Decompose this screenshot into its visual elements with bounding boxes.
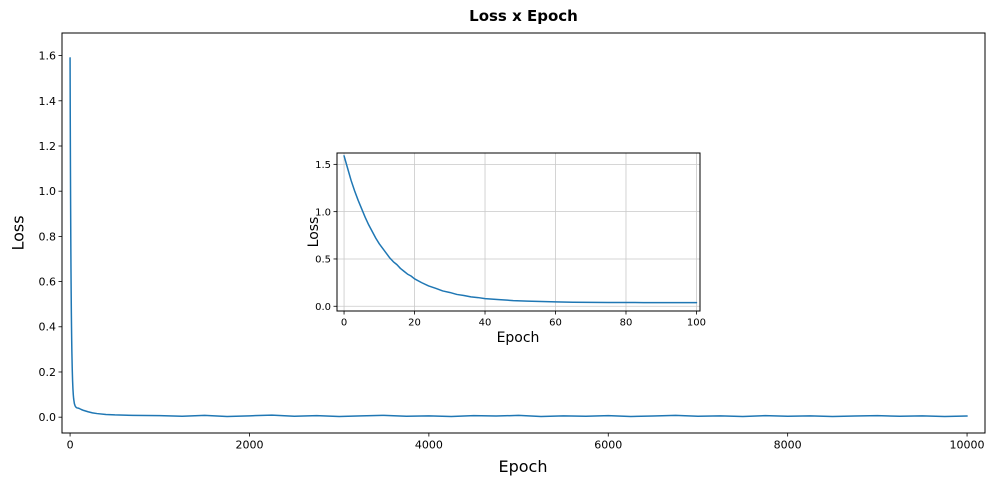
- inset-plot-x-tick-label: 20: [408, 318, 421, 329]
- main-plot-training-loss-line: [69, 57, 968, 418]
- main-plot-x-tick-label: 10000: [950, 439, 985, 452]
- main-plot-x-tick-label: 6000: [594, 439, 622, 452]
- inset-plot-x-tick-label: 100: [687, 318, 706, 329]
- main-plot-x-tick-label: 0: [67, 439, 74, 452]
- main-plot-x-tick-label: 2000: [235, 439, 263, 452]
- inset-plot-y-tick-label: 0.5: [315, 255, 331, 266]
- inset-plot-x-tick-label: 40: [479, 318, 492, 329]
- main-plot-y-tick-label: 0.6: [39, 276, 57, 289]
- main-plot-x-tick-label: 4000: [415, 439, 443, 452]
- inset-y-axis-label: Loss: [306, 216, 322, 248]
- inset-plot-training-loss-first-100-epochs-line: [343, 155, 698, 304]
- main-plot-y-tick-label: 0.4: [39, 321, 57, 334]
- inset-plot-y-tick-label: 1.0: [315, 207, 331, 218]
- inset-x-axis-label: Epoch: [496, 330, 540, 346]
- main-plot-y-tick-label: 0.2: [39, 366, 57, 379]
- inset-plot-x-tick-label: 60: [549, 318, 562, 329]
- inset-plot-y-tick-label: 1.5: [315, 160, 331, 171]
- inset-plot-y-tick-label: 0.0: [315, 302, 331, 313]
- main-x-axis-label: Epoch: [498, 457, 548, 476]
- inset-plot: 0 20 40 60 80 100 0.0 0.5 1.0 1.5: [315, 152, 706, 329]
- main-plot-x-tick-label: 8000: [774, 439, 802, 452]
- main-plot-y-tick-label: 0.0: [39, 411, 57, 424]
- chart-title: Loss x Epoch: [469, 7, 578, 25]
- main-plot-y-tick-label: 0.8: [39, 230, 57, 243]
- main-y-axis-label: Loss: [8, 215, 28, 251]
- main-plot-y-tick-label: 1.6: [39, 50, 57, 63]
- main-plot-y-tick-label: 1.0: [39, 185, 57, 198]
- main-plot-frame: [61, 32, 986, 434]
- main-plot-y-tick-label: 1.4: [39, 95, 57, 108]
- inset-plot-x-tick-label: 0: [341, 318, 347, 329]
- main-plot-y-tick-label: 1.2: [39, 140, 57, 153]
- inset-plot-x-tick-label: 80: [620, 318, 633, 329]
- inset-plot-frame: [336, 152, 701, 312]
- inset-plot-background: [337, 153, 700, 311]
